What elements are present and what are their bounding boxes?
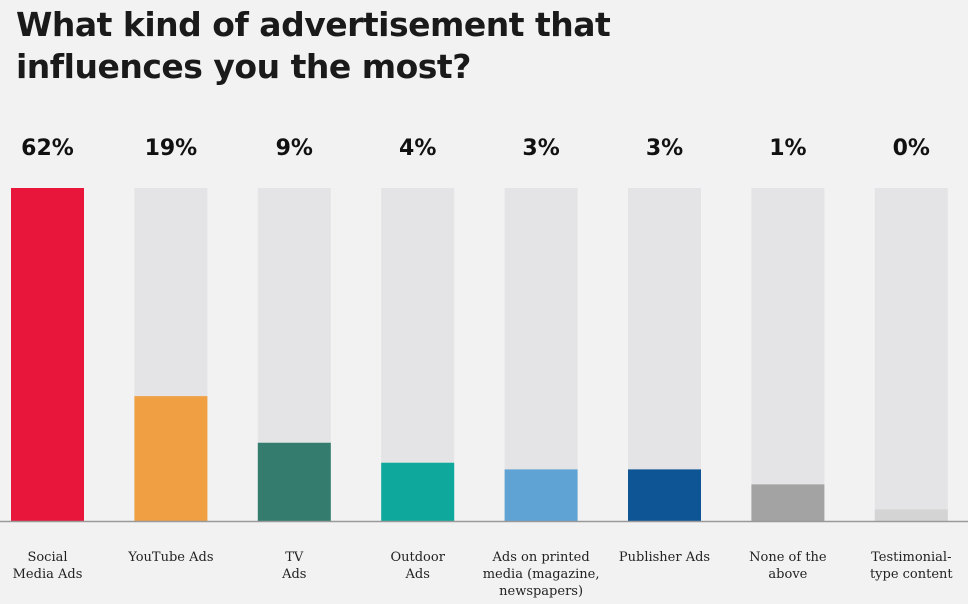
value-label: 4%	[399, 136, 436, 161]
chart-title-line-2: influences you the most?	[16, 47, 471, 86]
value-label: 3%	[522, 136, 559, 161]
category-label-line: Testimonial-	[871, 550, 951, 565]
value-label: 9%	[276, 136, 313, 161]
value-label: 1%	[769, 136, 806, 161]
bar	[257, 442, 331, 521]
category-label-line: Ads on printed	[492, 550, 590, 565]
category-label: TV Ads	[281, 550, 306, 582]
bar-track	[751, 188, 825, 521]
chart-title: What kind of advertisement that influenc…	[16, 4, 716, 88]
category-label-line: media (magazine,	[483, 567, 600, 582]
category-label: Testimonial-type content	[870, 550, 953, 582]
category-label-line: Outdoor	[390, 550, 445, 565]
value-label: 3%	[646, 136, 683, 161]
category-label-line: Social	[27, 550, 67, 565]
category-label-line: YouTube Ads	[127, 550, 213, 565]
category-label-line: Ads	[281, 567, 306, 582]
bar-track	[874, 188, 948, 521]
bar	[504, 469, 578, 521]
category-label: Ads on printed media (magazine, newspapers…	[483, 550, 600, 599]
bar	[874, 509, 948, 521]
category-label-line: type content	[870, 567, 953, 582]
bar	[381, 462, 455, 521]
category-label-line: None of the	[749, 550, 827, 565]
category-label-line: newspapers)	[499, 584, 583, 599]
category-label: Social Media Ads	[13, 550, 83, 582]
category-label-line: Ads	[405, 567, 430, 582]
category-label: Outdoor Ads	[390, 550, 445, 582]
value-label: 62%	[21, 136, 74, 161]
category-label-line: above	[768, 567, 807, 582]
category-label-line: Publisher Ads	[619, 550, 710, 565]
bar	[11, 188, 84, 521]
category-label: Publisher Ads	[619, 550, 710, 565]
value-label: 0%	[893, 136, 930, 161]
category-label-line: TV	[285, 550, 304, 565]
bar	[751, 484, 825, 521]
category-label-line: Media Ads	[13, 567, 83, 582]
value-label: 19%	[145, 136, 198, 161]
bar-track	[628, 188, 701, 521]
bar	[628, 469, 701, 521]
category-label: None of the above	[749, 550, 827, 582]
bar	[134, 396, 208, 521]
category-label: YouTube Ads	[127, 550, 213, 565]
chart-title-line-1: What kind of advertisement that	[16, 5, 611, 44]
bar-track	[504, 188, 578, 521]
